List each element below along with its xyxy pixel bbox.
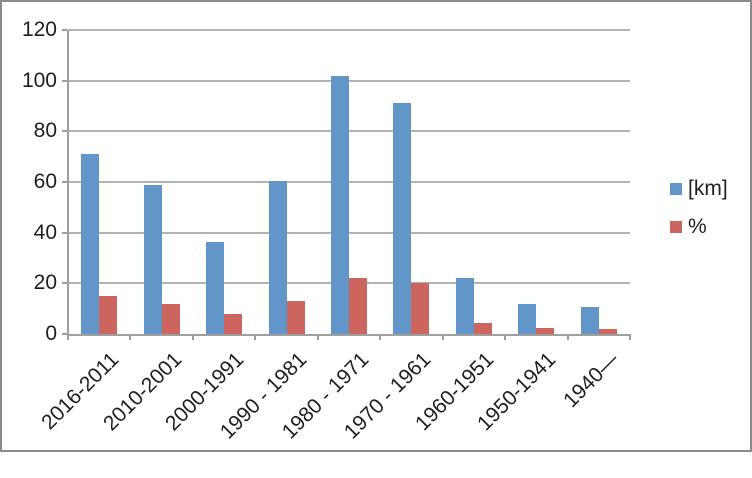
y-axis-label: 60	[33, 170, 57, 193]
y-axis-label: 20	[33, 271, 57, 295]
legend: [km] %	[670, 176, 728, 240]
bar-percent-2	[162, 304, 180, 334]
y-axis-label: 120	[21, 18, 57, 41]
legend-label-km: [km]	[688, 177, 728, 200]
bar-percent-1	[99, 296, 117, 334]
bar-km-8	[518, 304, 536, 334]
x-axis-tick	[254, 334, 256, 340]
bar-km-2	[144, 185, 162, 334]
legend-swatch-percent-icon	[670, 221, 682, 233]
gridline-y-60	[68, 181, 630, 183]
legend-swatch-km-icon	[670, 183, 682, 195]
y-axis-tick	[62, 130, 67, 133]
legend-item-km: [km]	[670, 176, 728, 202]
x-axis-line	[67, 334, 630, 336]
bar-percent-6	[411, 283, 429, 334]
gridline-y-120	[68, 29, 630, 31]
bar-km-9	[581, 307, 599, 334]
bar-percent-9	[599, 329, 617, 334]
chart-frame: 0 20 40 60 80 100 120 2016-2011 2010-2001 2000-19…	[0, 0, 752, 452]
y-axis-tick	[62, 29, 67, 31]
y-axis-tick	[62, 79, 67, 82]
x-axis-tick	[504, 334, 506, 340]
y-axis-label: 80	[33, 119, 57, 143]
y-axis-tick	[62, 231, 67, 234]
x-axis-tick	[379, 334, 381, 340]
bar-km-6	[393, 103, 411, 334]
x-axis-tick	[67, 334, 69, 340]
bar-percent-4	[287, 301, 305, 334]
gridline-y-80	[68, 130, 630, 133]
gridline-y-40	[68, 231, 630, 234]
y-axis-tick	[62, 333, 67, 335]
x-axis-tick	[567, 334, 569, 340]
bar-percent-3	[224, 314, 242, 334]
bar-percent-7	[474, 323, 492, 334]
legend-item-percent: %	[670, 214, 728, 240]
x-axis-tick	[317, 334, 319, 340]
bar-km-5	[331, 76, 349, 334]
y-axis-tick	[62, 282, 67, 285]
y-axis-label: 0	[45, 322, 57, 345]
y-axis-label: 40	[33, 220, 57, 244]
y-axis-label: 100	[21, 68, 57, 92]
y-axis-tick	[62, 181, 67, 183]
gridline-y-100	[68, 79, 630, 82]
x-axis-label: 1940—	[559, 348, 624, 413]
y-axis-line	[67, 30, 69, 336]
bar-km-7	[456, 278, 474, 334]
bar-km-1	[81, 154, 99, 334]
plot-area: 0 20 40 60 80 100 120 2016-2011 2010-2001 2000-19…	[2, 2, 750, 450]
bar-percent-8	[536, 328, 554, 334]
x-axis-tick	[629, 334, 631, 340]
x-axis-tick	[442, 334, 444, 340]
x-axis-tick	[129, 334, 131, 340]
bar-km-4	[269, 181, 287, 334]
bar-km-3	[206, 242, 224, 334]
bar-percent-5	[349, 278, 367, 334]
x-axis-tick	[192, 334, 194, 340]
legend-label-percent: %	[688, 215, 707, 238]
